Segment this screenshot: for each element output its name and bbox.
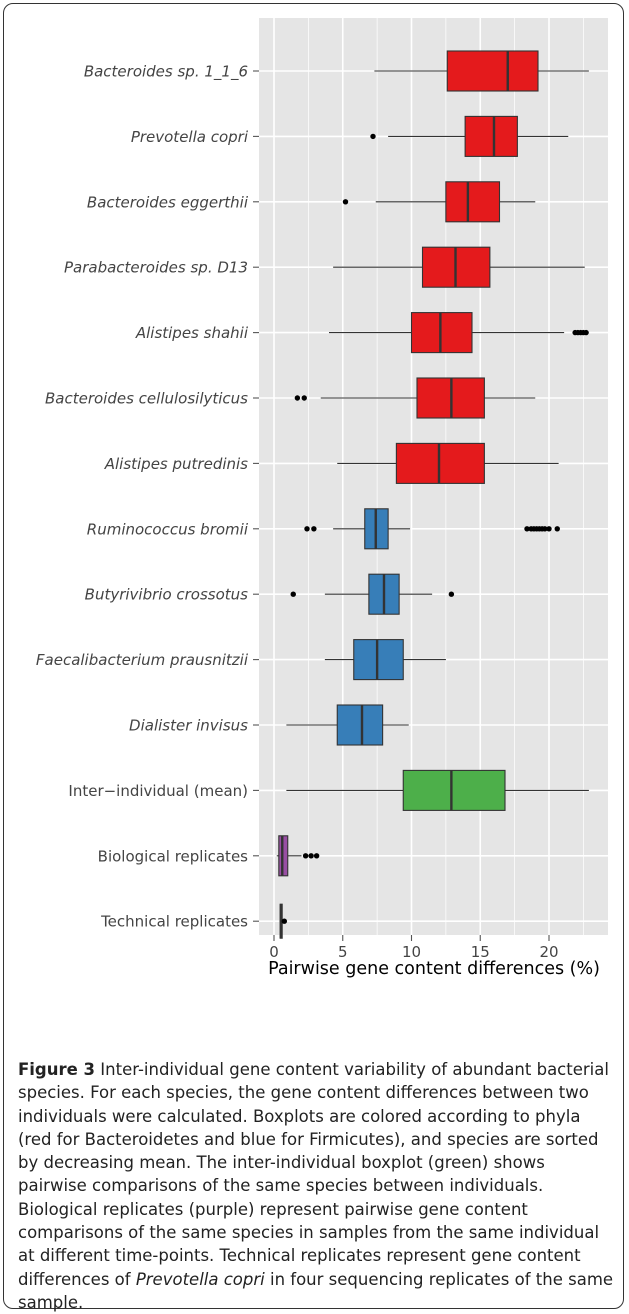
x-tick-label: 15 xyxy=(471,943,490,961)
caption-text-end: in four sequencing replicates of the sam… xyxy=(18,1269,614,1312)
category-labels: Bacteroides sp. 1_1_6 Prevotella copri Bac… xyxy=(36,63,259,931)
outlier-point xyxy=(304,526,310,532)
figure-caption: Figure 3 Inter-individual gene content v… xyxy=(18,1058,614,1314)
outlier-point xyxy=(554,526,560,532)
outlier-point xyxy=(370,133,376,140)
caption-label: Figure 3 xyxy=(18,1060,96,1079)
outlier-point xyxy=(294,395,301,401)
category-label: Prevotella copri xyxy=(131,128,249,146)
x-axis-ticks: 0 5 10 15 20 xyxy=(269,935,559,961)
x-tick-label: 10 xyxy=(402,943,421,961)
x-tick-label: 0 xyxy=(269,943,279,961)
boxplot-chart: Bacteroides sp. 1_1_6 Prevotella copri Bac… xyxy=(36,18,608,979)
category-label: Biological replicates xyxy=(98,847,249,865)
outlier-point xyxy=(281,918,288,924)
box-layer xyxy=(276,50,589,939)
outlier-point xyxy=(311,526,317,532)
category-label: Inter−individual (mean) xyxy=(68,782,248,800)
box xyxy=(446,50,539,92)
category-label: Dialister invisus xyxy=(129,717,248,735)
box xyxy=(445,181,501,223)
outlier-point xyxy=(524,526,530,532)
caption-text: Inter-individual gene content variabilit… xyxy=(18,1060,609,1289)
category-label: Technical replicates xyxy=(100,913,248,931)
category-label: Bacteroides cellulosilyticus xyxy=(45,390,248,408)
box xyxy=(410,312,473,354)
category-label: Alistipes shahii xyxy=(135,324,249,342)
category-label: Bacteroides sp. 1_1_6 xyxy=(84,63,248,82)
outlier-point xyxy=(313,853,320,859)
outlier-point xyxy=(542,526,548,532)
outlier-point xyxy=(448,591,455,597)
outlier-point xyxy=(583,329,589,336)
outlier-point xyxy=(302,853,309,859)
caption-italic-species: Prevotella copri xyxy=(135,1269,265,1289)
box xyxy=(353,639,404,681)
box xyxy=(464,115,518,157)
category-label: Alistipes putredinis xyxy=(104,455,248,473)
category-label: Parabacteroides sp. D13 xyxy=(64,259,248,277)
box xyxy=(402,769,506,811)
outlier-point xyxy=(308,853,314,859)
x-tick-label: 5 xyxy=(338,943,348,961)
outlier-point xyxy=(546,526,552,532)
outlier-point xyxy=(301,395,307,401)
box xyxy=(395,442,485,484)
x-axis-title: Pairwise gene content differences (%) xyxy=(268,959,600,979)
outlier-point xyxy=(342,199,349,205)
outlier-point xyxy=(290,591,296,597)
category-label: Faecalibacterium prausnitzii xyxy=(36,651,249,669)
x-tick-label: 20 xyxy=(539,943,558,961)
category-label: Ruminococcus bromii xyxy=(87,520,249,538)
category-label: Bacteroides eggerthii xyxy=(87,193,249,211)
box xyxy=(336,704,384,746)
category-label: Butyrivibrio crossotus xyxy=(85,586,249,604)
